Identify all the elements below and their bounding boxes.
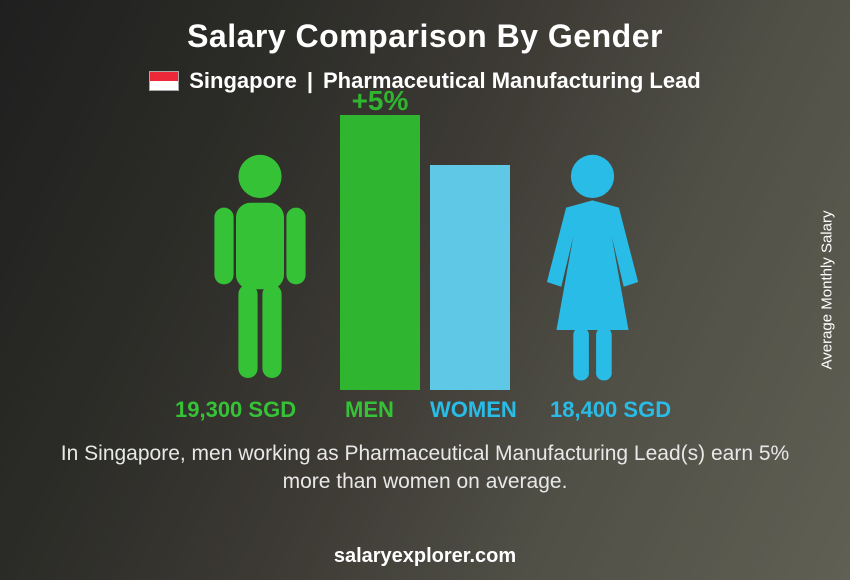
- y-axis-label: Average Monthly Salary: [819, 211, 836, 370]
- description-text: In Singapore, men working as Pharmaceuti…: [60, 440, 790, 497]
- labels-row: 19,300 SGD MEN WOMEN 18,400 SGD: [0, 390, 850, 430]
- woman-icon: [530, 150, 655, 390]
- men-label: MEN: [345, 397, 394, 423]
- country-label: Singapore: [189, 68, 297, 94]
- y-axis-label-wrap: Average Monthly Salary: [812, 0, 842, 580]
- separator: |: [307, 68, 313, 94]
- women-label: WOMEN: [430, 397, 517, 423]
- women-bar: [430, 165, 510, 390]
- singapore-flag-icon: [149, 71, 179, 91]
- infographic-canvas: Salary Comparison By Gender Singapore | …: [0, 0, 850, 580]
- footer-source: salaryexplorer.com: [0, 545, 850, 568]
- men-bar: [340, 115, 420, 390]
- man-icon: [200, 150, 320, 390]
- salary-chart: +5% 19,300 SGD MEN WOMEN 18,400 SGD: [0, 110, 850, 430]
- women-salary: 18,400 SGD: [550, 397, 671, 423]
- delta-label: +5%: [330, 85, 430, 117]
- men-salary: 19,300 SGD: [175, 397, 296, 423]
- main-title: Salary Comparison By Gender: [0, 18, 850, 55]
